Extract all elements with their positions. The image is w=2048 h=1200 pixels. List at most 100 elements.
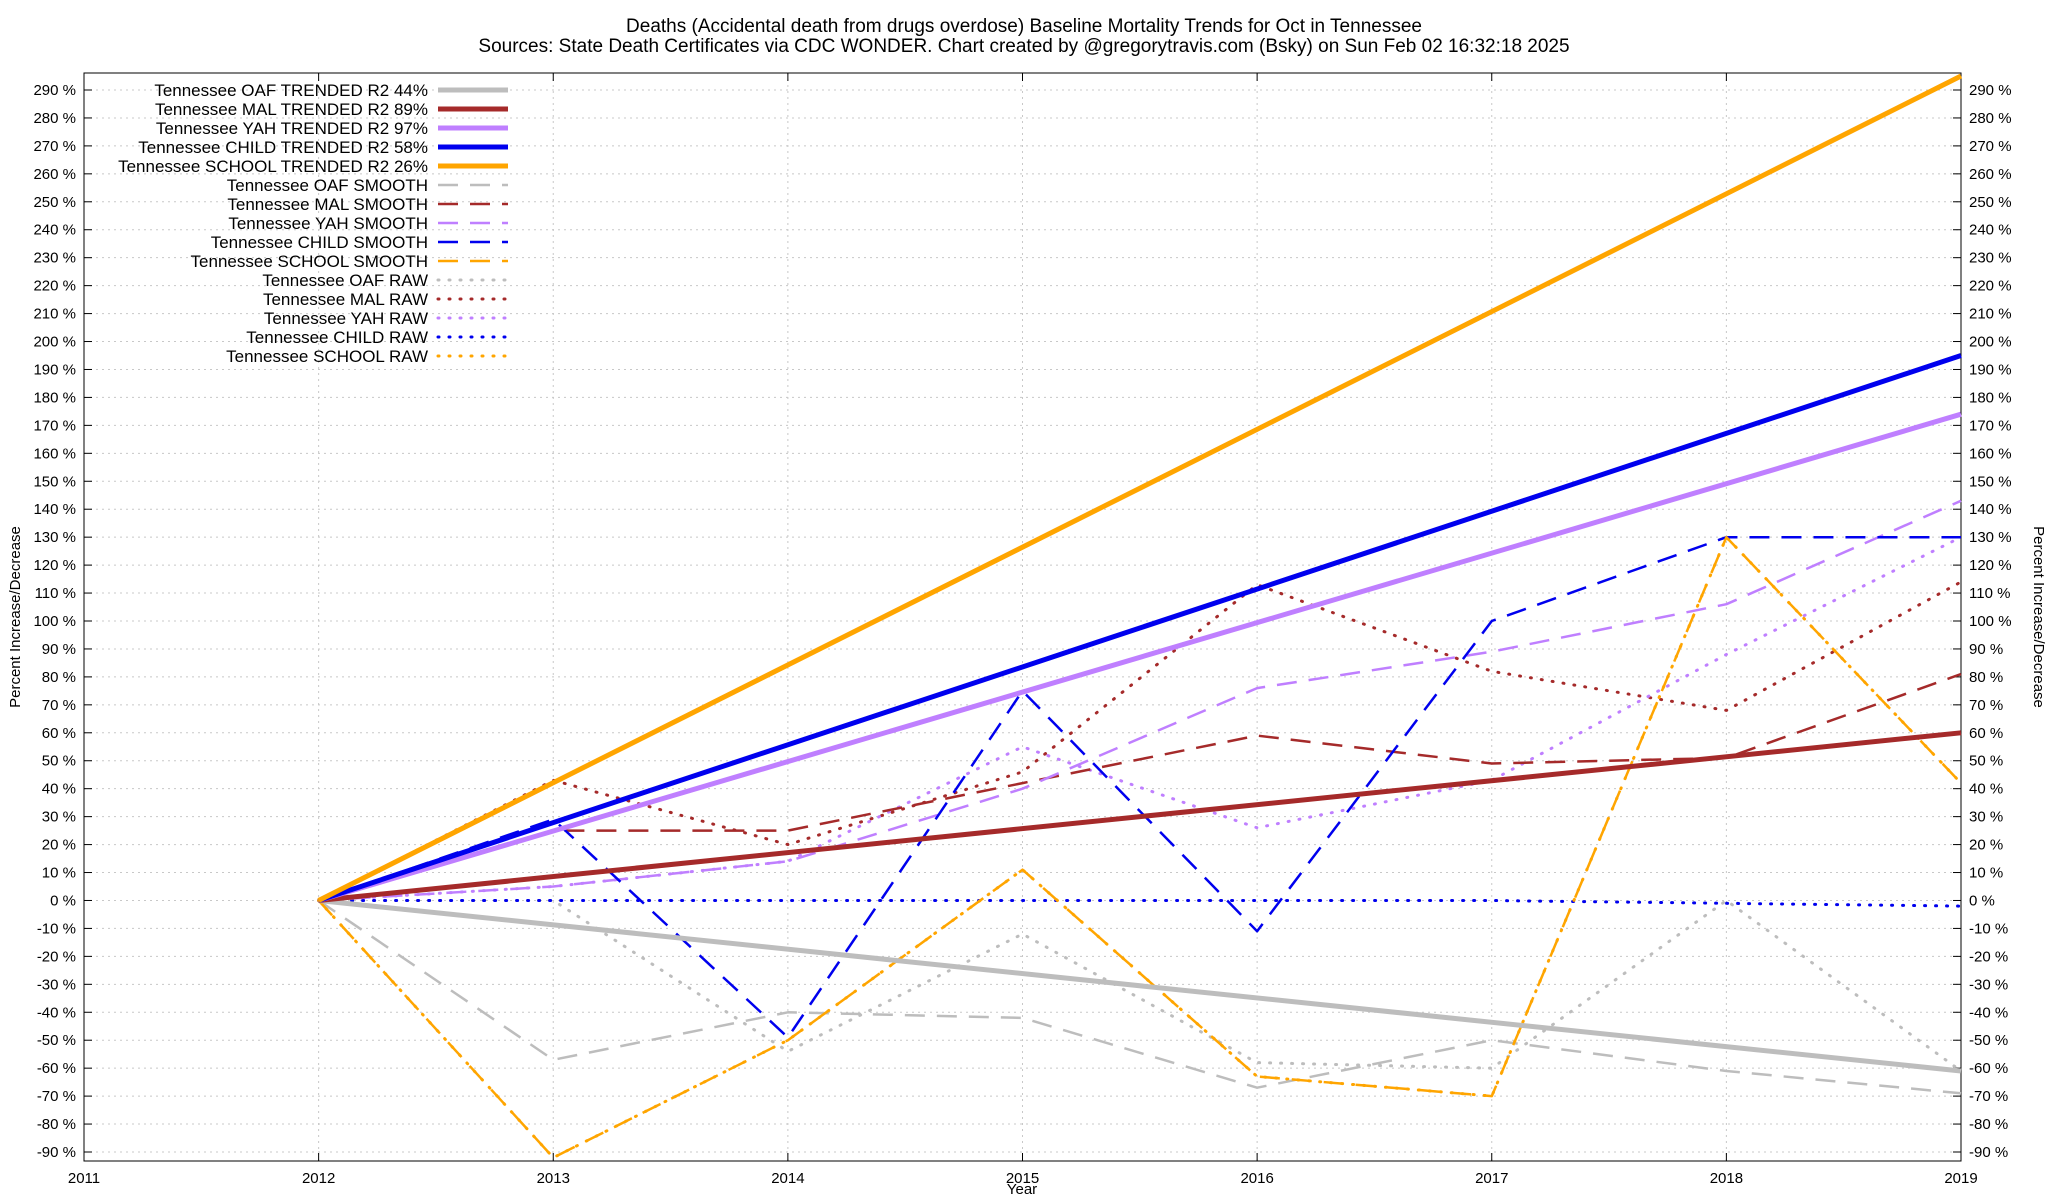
y-tick-label-left: 90 % — [42, 641, 76, 658]
y-tick-label-left: 0 % — [50, 892, 76, 909]
y-axis-label-left: Percent Increase/Decrease — [7, 526, 24, 708]
legend-label: Tennessee MAL RAW — [263, 290, 428, 309]
y-tick-label-left: -80 % — [37, 1116, 76, 1133]
y-tick-label-right: -70 % — [1969, 1088, 2008, 1105]
x-tick-label: 2017 — [1475, 1170, 1508, 1187]
y-tick-label-right: -50 % — [1969, 1032, 2008, 1049]
y-tick-label-left: -30 % — [37, 976, 76, 993]
y-tick-label-right: -40 % — [1969, 1004, 2008, 1021]
chart-title: Deaths (Accidental death from drugs over… — [626, 16, 1422, 37]
y-tick-label-left: 150 % — [33, 473, 76, 490]
series-line-4 — [317, 353, 1962, 903]
y-tick-label-left: 280 % — [33, 110, 76, 127]
y-tick-label-left: 270 % — [33, 138, 76, 155]
x-tick-label: 2015 — [1006, 1170, 1039, 1187]
legend-label: Tennessee OAF SMOOTH — [227, 176, 428, 195]
legend-label: Tennessee OAF TRENDED R2 44% — [154, 81, 428, 100]
y-tick-label-right: 170 % — [1969, 417, 2012, 434]
y-tick-label-right: 150 % — [1969, 473, 2012, 490]
y-tick-label-left: 40 % — [42, 781, 76, 798]
y-tick-label-right: 100 % — [1969, 613, 2012, 630]
y-tick-label-right: 50 % — [1969, 753, 2003, 770]
y-tick-label-right: -80 % — [1969, 1116, 2008, 1133]
y-tick-label-right: 290 % — [1969, 82, 2012, 99]
y-tick-label-left: 130 % — [33, 529, 76, 546]
y-tick-label-right: 240 % — [1969, 222, 2012, 239]
y-tick-label-left: 80 % — [42, 669, 76, 686]
legend-label: Tennessee SCHOOL SMOOTH — [191, 252, 428, 271]
y-tick-label-right: -90 % — [1969, 1144, 2008, 1161]
y-tick-label-left: 160 % — [33, 445, 76, 462]
y-tick-label-right: 190 % — [1969, 361, 2012, 378]
y-tick-label-right: 260 % — [1969, 166, 2012, 183]
y-tick-label-left: 260 % — [33, 166, 76, 183]
y-tick-label-left: 20 % — [42, 837, 76, 854]
legend-label: Tennessee CHILD RAW — [246, 328, 428, 347]
y-tick-label-right: -10 % — [1969, 920, 2008, 937]
y-tick-label-left: -70 % — [37, 1088, 76, 1105]
series-line-8 — [318, 499, 1962, 902]
x-tick-label: 2013 — [537, 1170, 570, 1187]
y-tick-label-right: 40 % — [1969, 781, 2003, 798]
series-line-13 — [317, 535, 1963, 902]
y-tick-label-left: 210 % — [33, 306, 76, 323]
x-axis-label: Year — [1007, 1181, 1037, 1198]
y-tick-label-left: -90 % — [37, 1144, 76, 1161]
legend-label: Tennessee YAH TRENDED R2 97% — [156, 119, 428, 138]
legend-label: Tennessee CHILD SMOOTH — [211, 233, 428, 252]
y-tick-label-left: 120 % — [33, 557, 76, 574]
axis-ticks: 290 % 290 % 280 % 280 % 270 % 270 % 260 % 260 %… — [33, 73, 2012, 1187]
series-line-11 — [317, 899, 1963, 1073]
y-tick-label-left: 70 % — [42, 697, 76, 714]
y-tick-label-right: 180 % — [1969, 389, 2012, 406]
y-tick-label-right: 270 % — [1969, 138, 2012, 155]
x-tick-label: 2014 — [771, 1170, 804, 1187]
grid — [84, 73, 1961, 1161]
y-tick-label-left: 140 % — [33, 501, 76, 518]
y-tick-label-right: 70 % — [1969, 697, 2003, 714]
y-tick-label-left: 230 % — [33, 250, 76, 267]
legend-label: Tennessee SCHOOL TRENDED R2 26% — [118, 157, 428, 176]
y-tick-label-right: -60 % — [1969, 1060, 2008, 1077]
y-tick-label-right: -20 % — [1969, 948, 2008, 965]
y-tick-label-left: -50 % — [37, 1032, 76, 1049]
y-tick-label-left: 60 % — [42, 725, 76, 742]
y-tick-label-right: 120 % — [1969, 557, 2012, 574]
y-tick-label-right: 80 % — [1969, 669, 2003, 686]
y-tick-label-right: -30 % — [1969, 976, 2008, 993]
y-tick-label-left: 30 % — [42, 809, 76, 826]
legend: Tennessee OAF TRENDED R2 44%Tennessee MA… — [118, 81, 510, 366]
y-tick-label-left: -20 % — [37, 948, 76, 965]
legend-label: Tennessee SCHOOL RAW — [226, 347, 428, 366]
y-tick-label-left: -10 % — [37, 920, 76, 937]
y-tick-label-right: 110 % — [1969, 585, 2010, 602]
y-tick-label-left: 100 % — [33, 613, 76, 630]
y-tick-label-right: 250 % — [1969, 194, 2012, 211]
x-tick-label: 2012 — [302, 1170, 335, 1187]
y-tick-label-right: 60 % — [1969, 725, 2003, 742]
series-line-2 — [318, 730, 1962, 903]
x-tick-label: 2019 — [1944, 1170, 1977, 1187]
series-line-10 — [317, 535, 1962, 1159]
legend-label: Tennessee CHILD TRENDED R2 58% — [138, 138, 428, 157]
legend-label: Tennessee MAL TRENDED R2 89% — [155, 100, 428, 119]
y-tick-label-right: 0 % — [1969, 892, 1995, 909]
series-lines — [317, 73, 1963, 1160]
y-tick-label-left: 250 % — [33, 194, 76, 211]
legend-label: Tennessee MAL SMOOTH — [227, 195, 428, 214]
legend-label: Tennessee OAF RAW — [262, 271, 428, 290]
chart-subtitle: Sources: State Death Certificates via CD… — [478, 36, 1569, 57]
legend-label: Tennessee YAH SMOOTH — [228, 214, 428, 233]
y-tick-label-right: 140 % — [1969, 501, 2012, 518]
series-line-1 — [318, 898, 1962, 1074]
y-axis-label-right: Percent Increase/Decrease — [2030, 526, 2047, 708]
x-tick-label: 2011 — [68, 1170, 100, 1187]
y-tick-label-left: 240 % — [33, 222, 76, 239]
y-tick-label-right: 90 % — [1969, 641, 2003, 658]
y-tick-label-right: 160 % — [1969, 445, 2012, 462]
x-tick-label: 2016 — [1240, 1170, 1273, 1187]
series-line-6 — [317, 899, 1962, 1095]
y-tick-label-right: 210 % — [1969, 306, 2012, 323]
y-tick-label-right: 10 % — [1969, 865, 2003, 882]
